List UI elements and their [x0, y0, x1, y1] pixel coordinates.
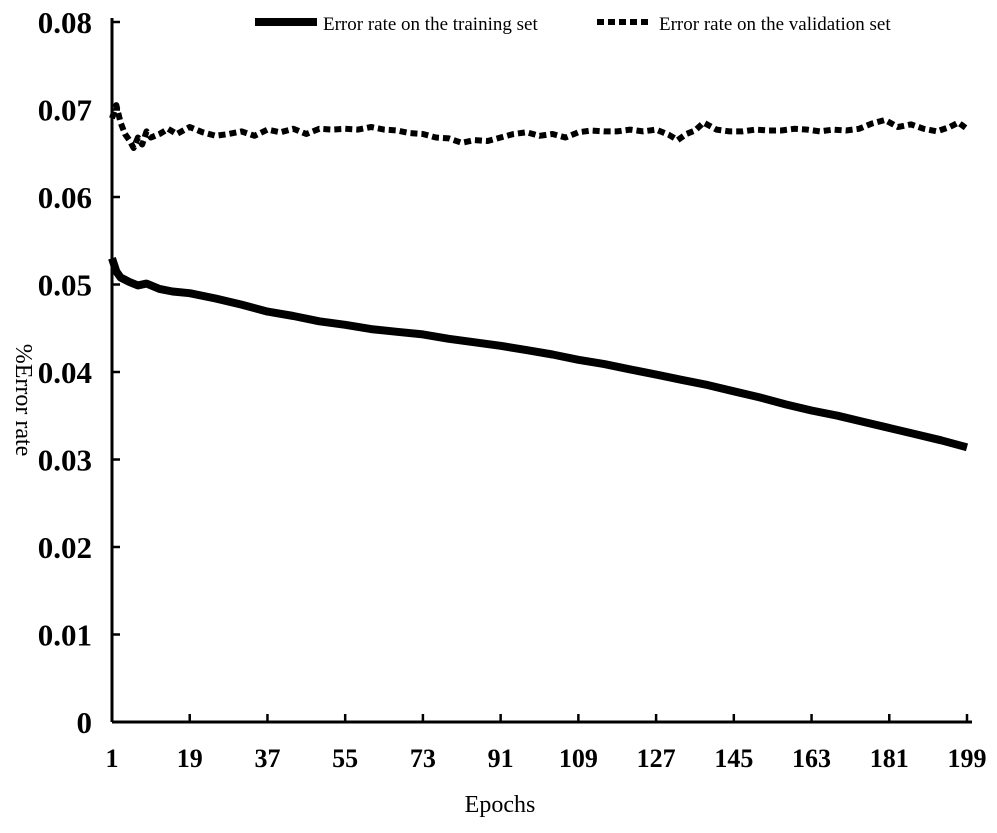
x-tick-label: 163 — [792, 744, 831, 773]
x-tick-label: 73 — [410, 744, 436, 773]
y-tick-label: 0 — [77, 705, 93, 740]
y-tick-label: 0.08 — [38, 5, 92, 40]
y-axis-title: %Error rate — [10, 344, 36, 457]
x-tick-label: 37 — [254, 744, 280, 773]
y-tick-label: 0.05 — [38, 268, 92, 303]
y-tick-label: 0.07 — [38, 93, 92, 128]
x-tick-label: 91 — [488, 744, 514, 773]
plot-area — [108, 102, 969, 452]
legend-label-validation: Error rate on the validation set — [659, 14, 891, 35]
y-tick-label: 0.02 — [38, 530, 92, 565]
x-tick-label: 109 — [559, 744, 598, 773]
y-axis-ticks: 0 0.01 0.02 0.03 0.04 0.05 0.06 0.07 0.08 — [38, 5, 120, 740]
x-tick-label: 181 — [870, 744, 909, 773]
x-tick-label: 55 — [332, 744, 358, 773]
legend: Error rate on the training set Error rat… — [255, 14, 891, 35]
training-error-line — [108, 257, 969, 452]
y-tick-label: 0.01 — [38, 618, 92, 653]
x-axis-ticks: 1 19 37 55 73 91 109 127 145 163 181 199 — [106, 714, 987, 773]
x-tick-label: 19 — [177, 744, 203, 773]
x-tick-label: 1 — [106, 744, 119, 773]
validation-error-line — [109, 102, 969, 151]
x-axis-title: Epochs — [465, 792, 536, 818]
x-tick-label: 145 — [714, 744, 753, 773]
y-tick-label: 0.04 — [38, 355, 92, 390]
y-tick-label: 0.03 — [38, 443, 92, 478]
axes — [110, 18, 972, 724]
legend-label-training: Error rate on the training set — [323, 14, 538, 35]
x-tick-label: 127 — [637, 744, 676, 773]
y-tick-label: 0.06 — [38, 180, 92, 215]
x-tick-label: 199 — [948, 744, 987, 773]
